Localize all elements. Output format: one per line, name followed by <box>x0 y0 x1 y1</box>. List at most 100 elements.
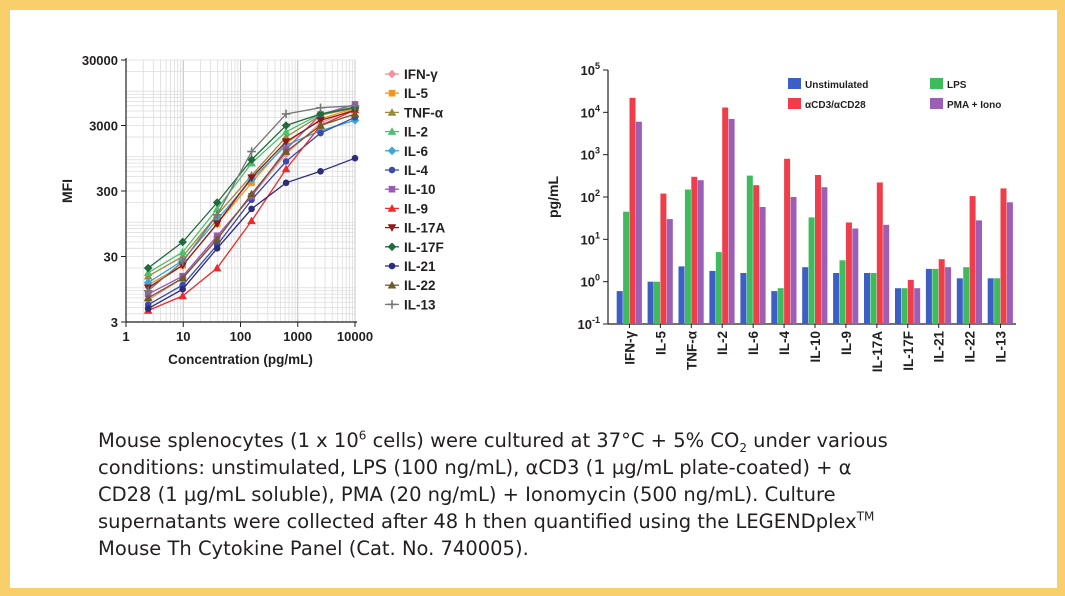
bar-IFN-γ-Unstimulated <box>616 291 623 324</box>
y-tick-label: 3 <box>111 315 118 330</box>
bar-IL-13-Unstimulated <box>987 278 994 324</box>
legend-label: IL-5 <box>404 86 428 101</box>
bars <box>616 97 1013 325</box>
bar-IL-22-PMA + Iono <box>976 220 982 324</box>
y-tick-label: 103 <box>581 146 600 163</box>
bar-IL-10-Unstimulated <box>802 267 809 324</box>
data-point <box>143 286 153 296</box>
data-point <box>212 220 222 229</box>
legend-item: IL-4 <box>385 163 428 178</box>
bar-IL-17A-LPS <box>870 273 877 324</box>
data-point <box>212 263 222 272</box>
legend-label: IL-21 <box>404 259 436 274</box>
caption-line-4: supernatants were collected after 48 h t… <box>98 509 875 533</box>
y-tick-label: 105 <box>581 61 600 78</box>
legend-marker <box>388 89 396 97</box>
y-tick-label: 3000 <box>89 119 118 134</box>
data-point <box>350 109 360 118</box>
data-point <box>247 174 256 182</box>
y-tick-label: 100 <box>581 273 600 290</box>
bar-IL-17A-PMA + Iono <box>883 224 890 324</box>
x-tick-label: TNF-α <box>684 330 699 370</box>
caption-line-5: Mouse Th Cytokine Panel (Cat. No. 740005… <box>98 537 529 560</box>
x-tick-label: IL-9 <box>839 331 854 355</box>
bar-TNF-α-Unstimulated <box>678 266 685 324</box>
legend-marker <box>387 300 397 309</box>
legend-label: IL-17A <box>404 221 446 236</box>
legend-marker <box>388 166 396 174</box>
legend-item: IL-17F <box>385 240 444 255</box>
x-tick-label: IFN-γ <box>622 331 637 365</box>
x-tick-label: 1000 <box>283 329 312 344</box>
bar-IL-17F-αCD3/αCD28 <box>907 279 914 324</box>
bar-IFN-γ-LPS <box>623 211 630 324</box>
y-tick-label: 300 <box>96 184 118 199</box>
bar-IL-21-Unstimulated <box>925 268 932 324</box>
legend-marker <box>388 262 396 270</box>
bar-IL-10-LPS <box>808 217 815 324</box>
data-point <box>282 158 290 165</box>
data-point <box>143 278 153 287</box>
legend-item: αCD3/αCD28 <box>788 98 866 111</box>
bar-IL-4-LPS <box>777 288 784 324</box>
legend-item: IFN-γ <box>385 67 438 82</box>
legend-item: PMA + Iono <box>930 98 1001 111</box>
bar-IL-4-αCD3/αCD28 <box>784 158 791 324</box>
data-point <box>247 189 256 198</box>
data-point <box>144 305 152 312</box>
bar-IL-2-LPS <box>715 252 722 324</box>
bar-IL-5-αCD3/αCD28 <box>660 193 667 324</box>
y-tick-label: 104 <box>581 103 600 120</box>
legend-label: Unstimulated <box>805 80 868 91</box>
legend-marker <box>387 280 397 289</box>
bar-IL-22-Unstimulated <box>956 278 963 324</box>
bar-IL-5-LPS <box>654 281 660 324</box>
data-point <box>317 167 324 175</box>
x-tick-label: IL-6 <box>746 331 761 355</box>
data-point <box>317 129 324 137</box>
legend-swatch <box>788 98 801 109</box>
bar-IL-5-Unstimulated <box>647 281 654 324</box>
legend-marker <box>387 242 397 252</box>
data-point <box>281 127 291 136</box>
legend-marker <box>387 204 397 212</box>
data-point <box>281 147 291 155</box>
series-IL-21 <box>144 154 359 312</box>
data-point <box>178 237 187 247</box>
legend-label: IL-2 <box>404 125 428 140</box>
data-point <box>178 291 187 300</box>
legend-label: PMA + Iono <box>947 100 1001 111</box>
legend-item: IL-9 <box>385 201 428 216</box>
bar-IFN-γ-αCD3/αCD28 <box>629 97 636 324</box>
legend-item: IL-5 <box>385 86 428 101</box>
x-tick-label: 10000 <box>337 329 373 344</box>
bar-IL-4-PMA + Iono <box>790 197 797 324</box>
legend-label: IL-10 <box>404 182 436 197</box>
data-point <box>281 109 291 119</box>
bar-IL-4-Unstimulated <box>771 291 778 324</box>
bar-IL-21-αCD3/αCD28 <box>938 259 945 324</box>
legend-item: IL-6 <box>385 144 428 159</box>
bar-IL-10-αCD3/αCD28 <box>815 175 821 324</box>
bar-IL-9-Unstimulated <box>833 273 840 324</box>
legend: IFN-γ IL-5 TNF-α IL-2 IL-6 IL-4 IL-10 IL-9 IL-17… <box>385 67 446 312</box>
data-point <box>247 155 256 165</box>
x-axis-title: Concentration (pg/mL) <box>168 352 313 367</box>
data-point <box>143 293 153 302</box>
bar-IL-6-PMA + Iono <box>759 207 766 324</box>
x-tick-label: IL-13 <box>994 331 1009 363</box>
data-point <box>247 147 256 156</box>
data-point <box>178 257 187 266</box>
x-tick-label: IL-10 <box>808 331 823 363</box>
x-tick-label: IL-22 <box>963 331 978 363</box>
x-tick-label: 100 <box>230 329 252 344</box>
y-tick-label: 30000 <box>82 53 118 68</box>
x-tick-label: IL-17A <box>870 331 885 373</box>
bar-IL-13-PMA + Iono <box>1006 202 1013 324</box>
legend-label: IL-13 <box>404 297 436 312</box>
data-point <box>350 101 360 111</box>
bar-TNF-α-LPS <box>684 189 691 324</box>
figure-caption: Mouse splenocytes (1 x 106 cells) were c… <box>98 427 1038 562</box>
caption-line-1: Mouse splenocytes (1 x 106 cells) were c… <box>98 428 888 455</box>
gridlines <box>125 59 356 323</box>
